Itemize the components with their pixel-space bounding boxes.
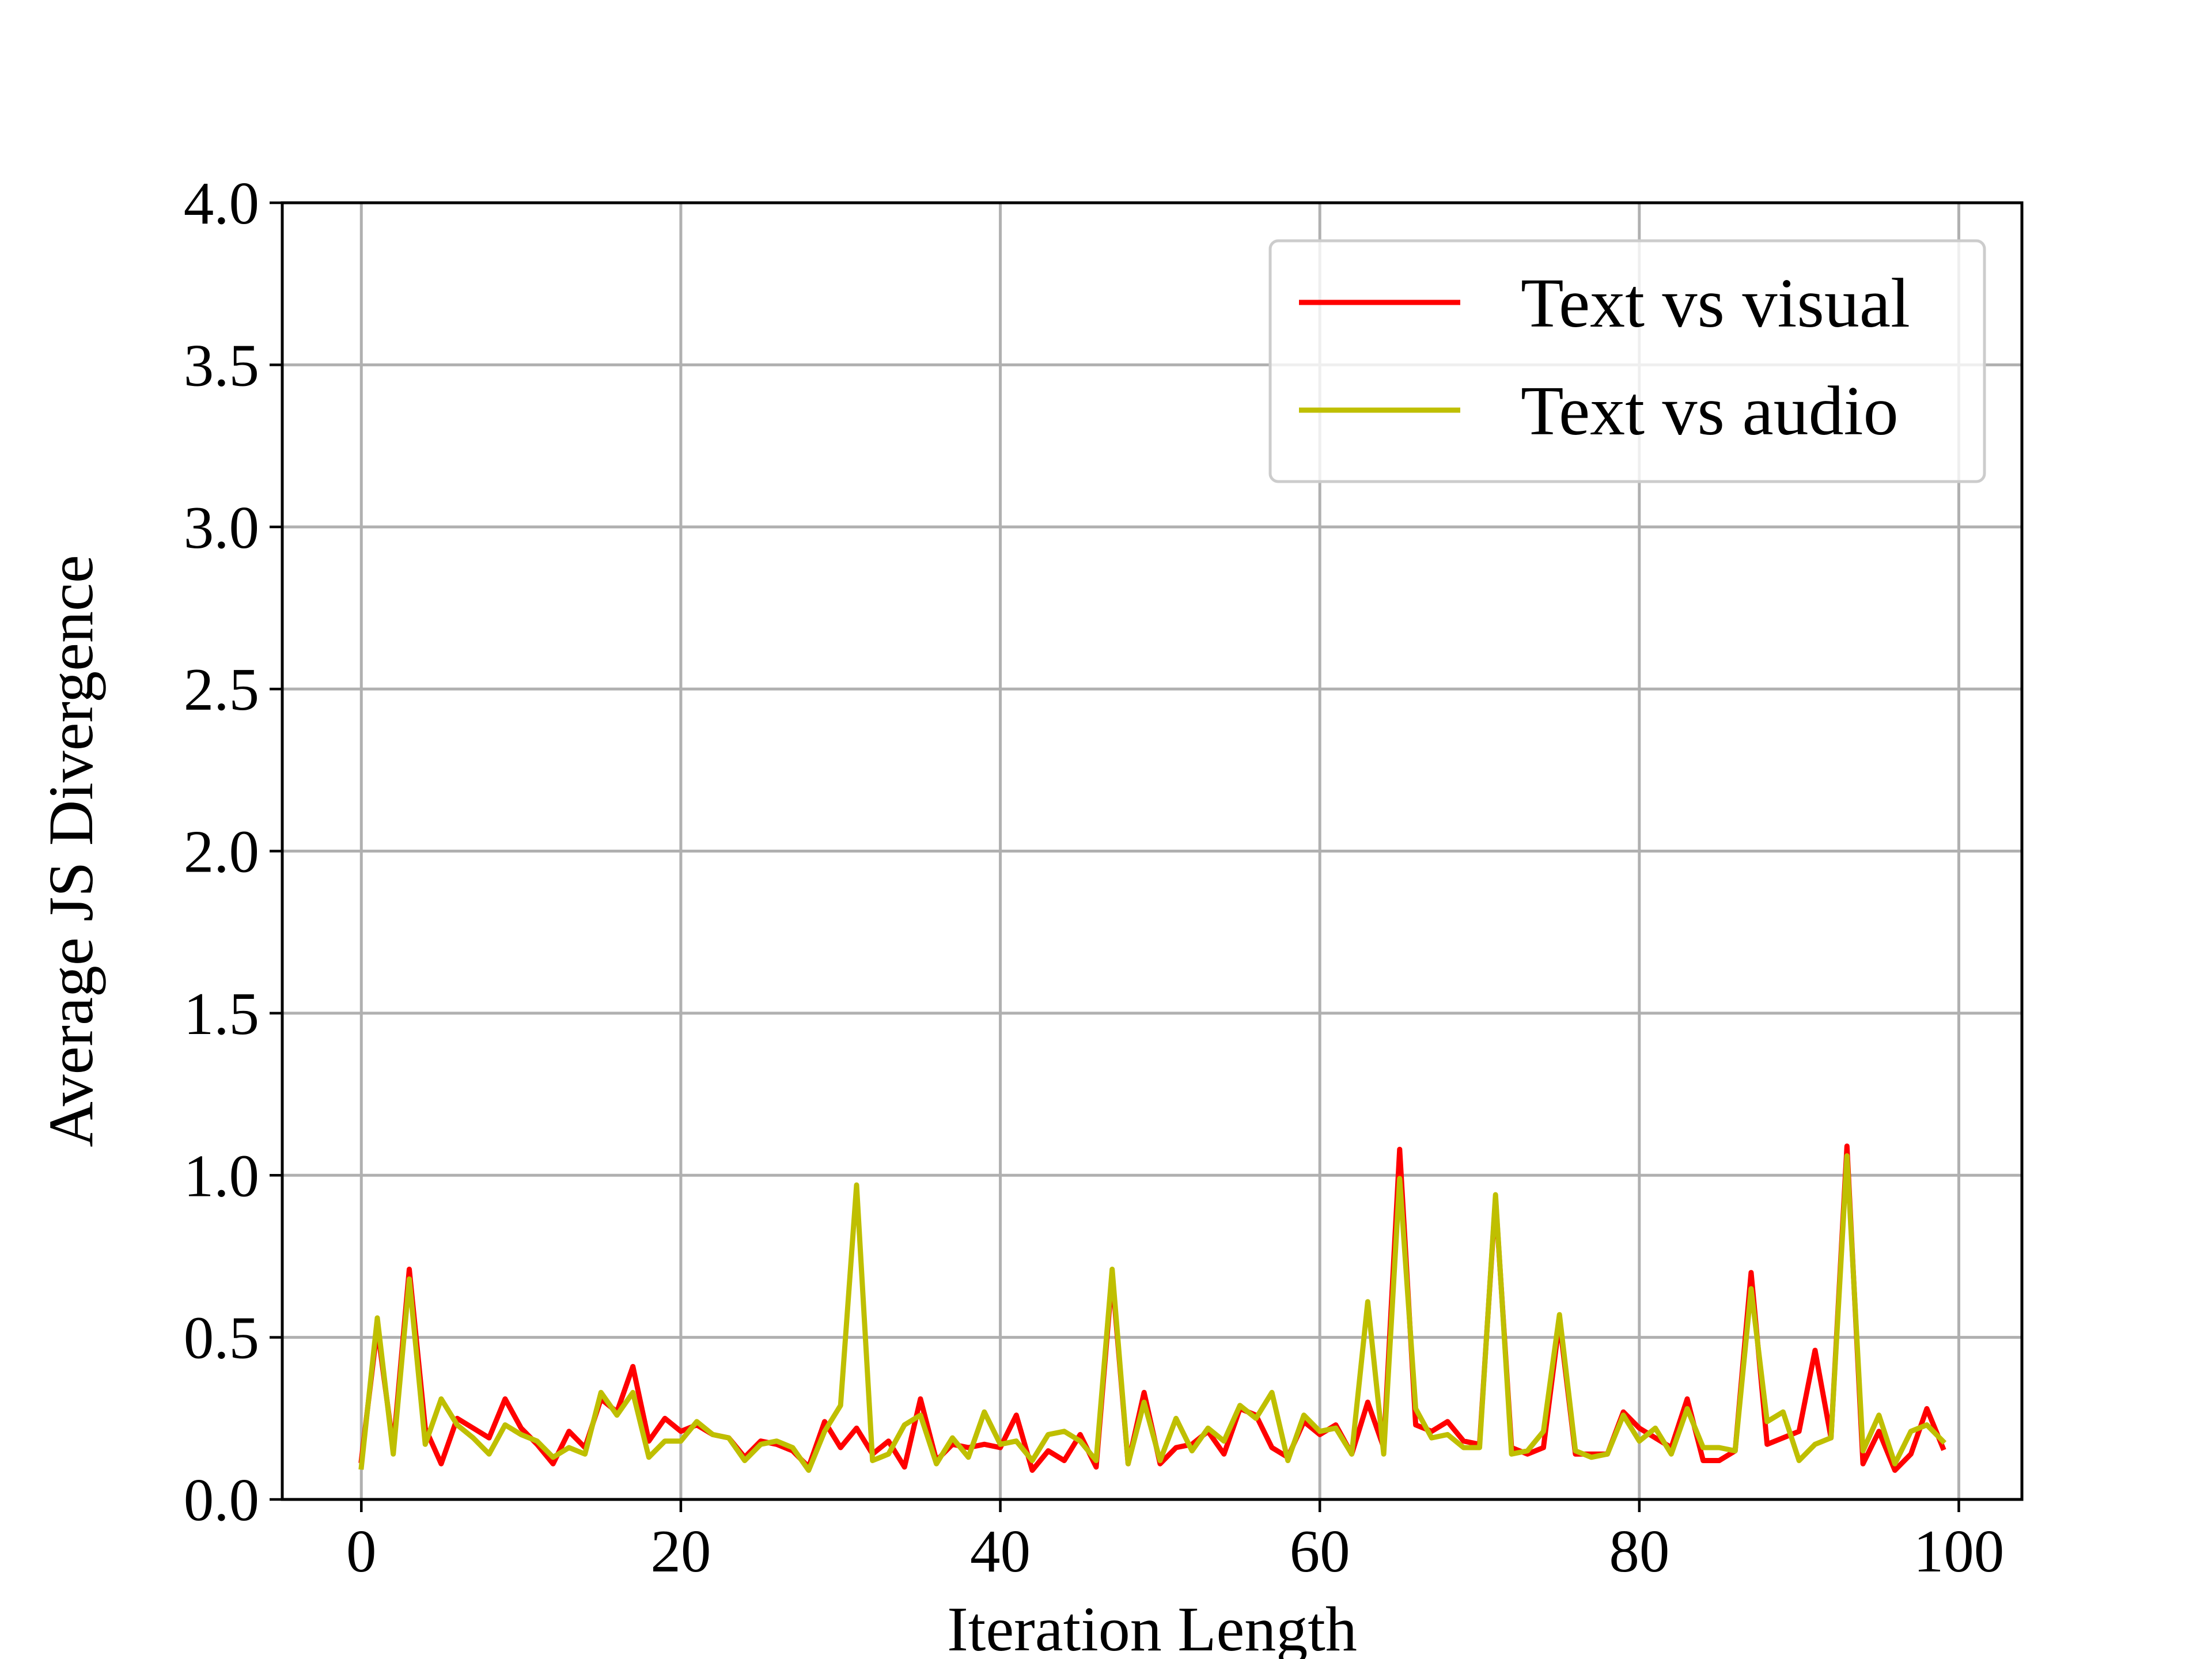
x-tick-label: 80 — [1609, 1517, 1669, 1585]
y-tick-label: 4.0 — [184, 169, 259, 237]
legend-label-text-vs-audio: Text vs audio — [1521, 372, 1899, 450]
x-tick-label: 60 — [1290, 1517, 1350, 1585]
x-tick-label: 0 — [346, 1517, 377, 1585]
x-tick-label: 100 — [1914, 1517, 2005, 1585]
legend: Text vs visual Text vs audio — [1268, 239, 1986, 483]
y-tick-label: 0.5 — [184, 1304, 259, 1372]
y-tick-label: 3.5 — [184, 331, 259, 399]
axes-frame — [281, 201, 2024, 1501]
y-tick-label: 0.0 — [184, 1466, 259, 1533]
x-tick-label: 20 — [650, 1517, 711, 1585]
y-tick-label: 2.0 — [184, 818, 259, 885]
y-tick-label: 1.5 — [184, 980, 259, 1047]
series-lines — [358, 1143, 1947, 1473]
x-tick-label: 40 — [970, 1517, 1031, 1585]
series-line-text-vs-audio — [358, 1153, 1947, 1473]
y-tick-label: 1.0 — [184, 1142, 259, 1209]
legend-label-text-vs-visual: Text vs visual — [1521, 264, 1910, 342]
x-axis-label: Iteration Length — [947, 1594, 1357, 1659]
y-tick-label: 2.5 — [184, 656, 259, 723]
y-axis-label: Average JS Divergence — [36, 555, 106, 1147]
ticks: 0 20 40 60 80 100 0.0 0.5 1.0 1.5 2.0 2.5 3.0 3.5 4.0 — [184, 169, 2004, 1585]
y-tick-label: 3.0 — [184, 494, 259, 561]
